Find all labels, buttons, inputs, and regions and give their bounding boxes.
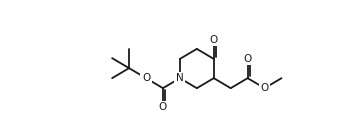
Text: O: O (210, 35, 218, 45)
Text: N: N (176, 73, 184, 83)
Text: O: O (159, 102, 167, 112)
Text: O: O (142, 73, 150, 83)
Text: O: O (261, 83, 269, 93)
Text: O: O (244, 54, 252, 64)
